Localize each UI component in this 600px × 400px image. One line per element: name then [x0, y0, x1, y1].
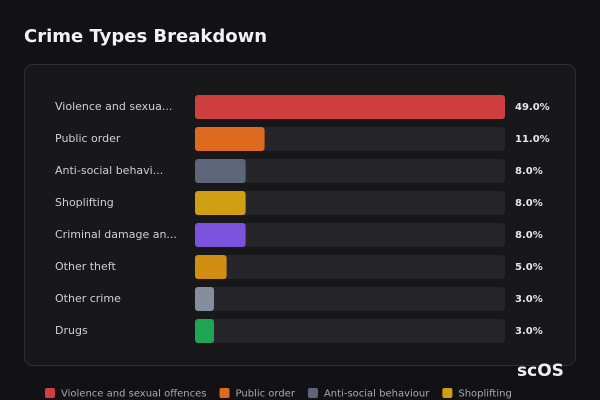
- category-label: Public order: [55, 132, 121, 145]
- chart-title: Crime Types Breakdown: [24, 26, 267, 47]
- category-label: Violence and sexua...: [55, 100, 172, 113]
- bar-track: [195, 319, 505, 343]
- bar: [195, 255, 227, 279]
- category-label: Other theft: [55, 260, 116, 273]
- bar: [195, 223, 246, 247]
- value-label: 3.0%: [515, 294, 543, 305]
- legend-swatch: [45, 388, 55, 398]
- category-label: Shoplifting: [55, 196, 114, 209]
- bar: [195, 319, 214, 343]
- bar: [195, 95, 505, 119]
- value-label: 8.0%: [515, 198, 543, 209]
- value-label: 49.0%: [515, 102, 550, 113]
- bar: [195, 191, 246, 215]
- legend-swatch: [307, 388, 318, 398]
- watermark: scOS: [517, 361, 564, 381]
- category-label: Anti-social behavi...: [55, 164, 163, 177]
- bar-track: [195, 223, 505, 247]
- category-label: Drugs: [55, 324, 88, 337]
- bar-track: [195, 255, 505, 279]
- category-label: Other crime: [55, 292, 121, 305]
- value-label: 3.0%: [515, 326, 543, 337]
- bar: [195, 127, 265, 151]
- value-label: 8.0%: [515, 166, 543, 177]
- legend-swatch: [442, 388, 453, 398]
- value-label: 8.0%: [515, 230, 543, 241]
- bar-track: [195, 159, 505, 183]
- legend-label: Shoplifting: [458, 389, 511, 400]
- legend-label: Violence and sexual offences: [61, 389, 207, 400]
- bar: [195, 287, 214, 311]
- bar-track: [195, 287, 505, 311]
- value-label: 5.0%: [515, 262, 543, 273]
- legend-label: Public order: [236, 389, 296, 400]
- bar-track: [195, 191, 505, 215]
- legend-swatch: [219, 388, 230, 398]
- value-label: 11.0%: [515, 134, 550, 145]
- category-label: Criminal damage an...: [55, 228, 177, 241]
- bar: [195, 159, 246, 183]
- bar-track: [195, 127, 505, 151]
- legend-label: Anti-social behaviour: [324, 389, 430, 400]
